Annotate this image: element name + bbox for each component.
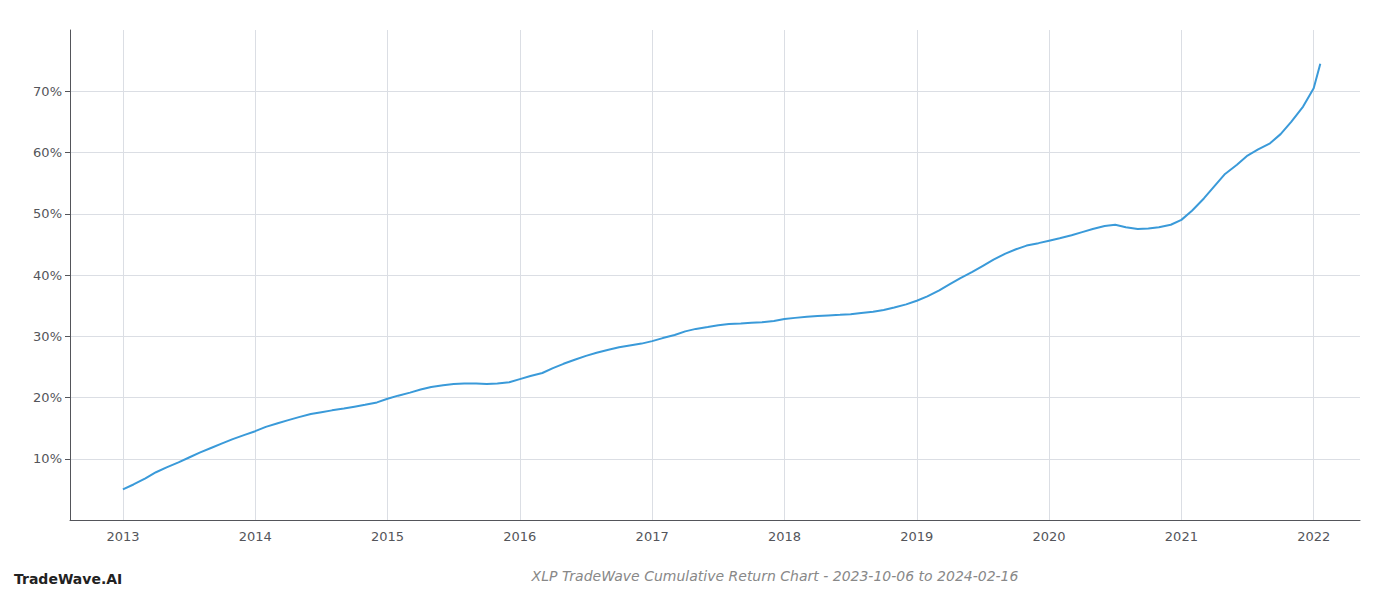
svg-text:2019: 2019 xyxy=(900,529,933,544)
svg-text:2014: 2014 xyxy=(239,529,272,544)
svg-text:2021: 2021 xyxy=(1165,529,1198,544)
svg-text:2020: 2020 xyxy=(1033,529,1066,544)
svg-text:70%: 70% xyxy=(33,84,62,99)
svg-text:XLP TradeWave Cumulative Retur: XLP TradeWave Cumulative Return Chart - … xyxy=(531,568,1019,584)
svg-text:2022: 2022 xyxy=(1297,529,1330,544)
svg-text:10%: 10% xyxy=(33,451,62,466)
svg-text:2016: 2016 xyxy=(503,529,536,544)
svg-text:2017: 2017 xyxy=(636,529,669,544)
svg-text:50%: 50% xyxy=(33,206,62,221)
svg-text:2015: 2015 xyxy=(371,529,404,544)
svg-text:TradeWave.AI: TradeWave.AI xyxy=(14,571,122,587)
svg-text:2013: 2013 xyxy=(106,529,139,544)
svg-text:2018: 2018 xyxy=(768,529,801,544)
svg-text:60%: 60% xyxy=(33,145,62,160)
svg-text:40%: 40% xyxy=(33,268,62,283)
svg-text:30%: 30% xyxy=(33,329,62,344)
svg-text:20%: 20% xyxy=(33,390,62,405)
